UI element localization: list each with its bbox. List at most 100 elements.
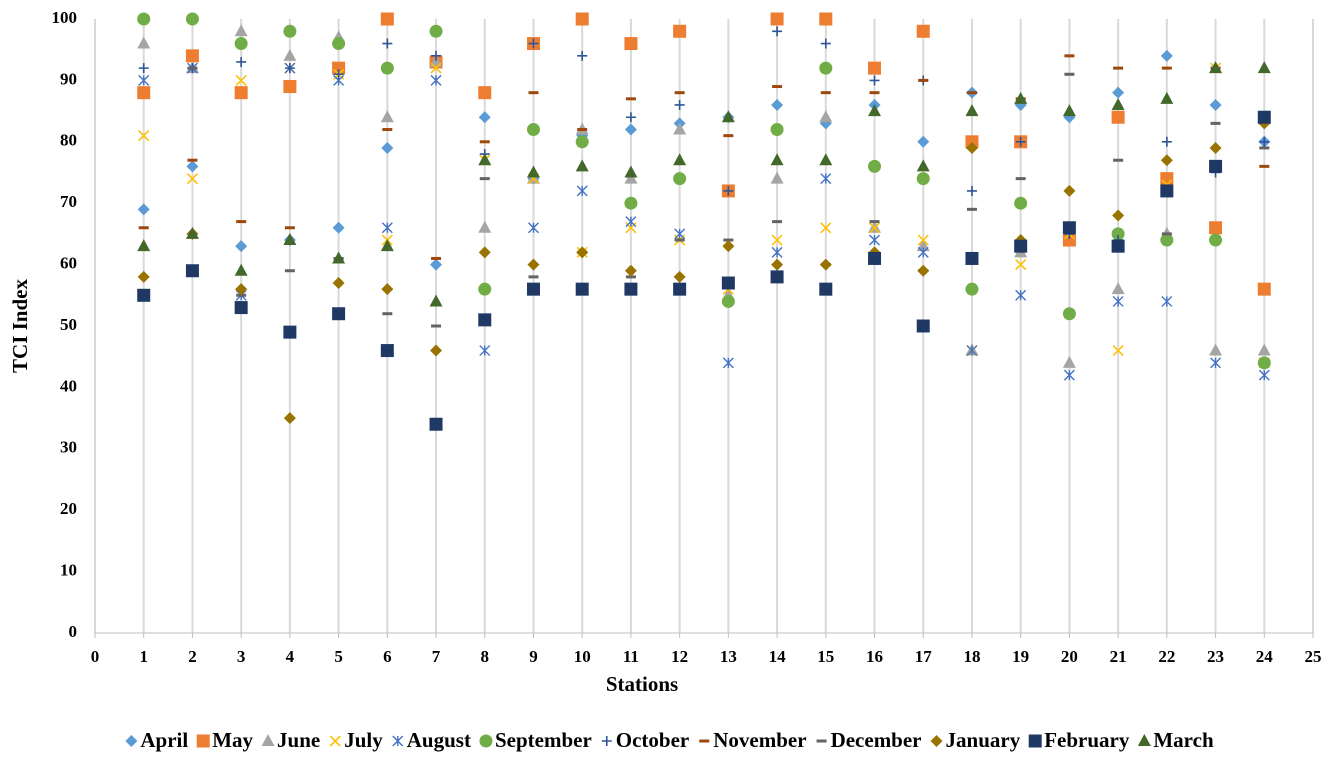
data-point	[1112, 209, 1125, 222]
data-point	[965, 135, 979, 149]
y-axis-label: TCI Index	[8, 279, 32, 373]
data-point	[965, 282, 979, 296]
data-point	[966, 91, 977, 95]
legend-item: February	[1028, 728, 1130, 752]
data-point	[283, 412, 296, 425]
data-point	[137, 12, 151, 26]
legend-item: March	[1137, 728, 1214, 752]
legend-label: October	[616, 728, 689, 752]
data-point	[673, 172, 687, 186]
data-point	[1161, 295, 1173, 307]
data-point	[332, 307, 346, 321]
data-point	[1259, 136, 1270, 147]
data-point	[431, 324, 442, 328]
x-tick-label: 10	[574, 647, 591, 666]
data-point	[819, 258, 832, 271]
legend-marker	[816, 739, 827, 743]
data-point	[1113, 66, 1124, 70]
data-point	[624, 123, 637, 136]
data-point	[478, 111, 491, 124]
data-point	[1209, 343, 1223, 356]
data-point	[918, 78, 929, 82]
legend-label: May	[212, 728, 253, 752]
data-point	[820, 38, 831, 49]
data-point	[1209, 233, 1223, 247]
data-point	[722, 357, 734, 369]
x-tick-label: 14	[769, 647, 787, 666]
data-point	[478, 153, 492, 166]
data-point	[186, 160, 199, 173]
data-point	[575, 12, 589, 26]
data-point	[332, 221, 345, 234]
data-point	[138, 63, 149, 74]
x-tick-label: 16	[866, 647, 883, 666]
data-point	[137, 203, 150, 216]
data-point	[1257, 282, 1271, 296]
data-point	[917, 234, 929, 246]
x-axis-label: Stations	[606, 672, 678, 696]
data-point	[917, 135, 930, 148]
data-point	[137, 36, 151, 49]
data-point	[283, 233, 297, 246]
legend-marker	[479, 734, 493, 748]
data-point	[283, 24, 297, 38]
data-point	[234, 263, 248, 276]
legend-item: September	[479, 728, 592, 752]
data-point	[526, 282, 540, 296]
data-point	[1259, 164, 1270, 168]
data-point	[966, 185, 977, 196]
data-point	[869, 75, 880, 86]
data-point	[1062, 355, 1076, 368]
data-point	[479, 177, 490, 181]
data-point	[772, 220, 783, 224]
data-point	[1111, 239, 1125, 253]
data-point	[1210, 121, 1221, 125]
data-point	[478, 313, 492, 327]
data-point	[1161, 136, 1172, 147]
data-point	[1209, 159, 1223, 173]
data-point	[1257, 110, 1271, 124]
x-tick-label: 6	[383, 647, 392, 666]
data-point	[1111, 282, 1125, 295]
legend-marker	[392, 735, 404, 747]
y-tick-label: 50	[60, 315, 77, 334]
data-point	[820, 222, 832, 234]
data-point	[479, 345, 491, 357]
data-point	[1111, 227, 1125, 241]
x-tick-label: 8	[481, 647, 490, 666]
data-point	[673, 153, 687, 166]
data-point	[820, 173, 832, 185]
x-tick-label: 20	[1061, 647, 1078, 666]
data-point	[674, 228, 686, 240]
legend-label: January	[946, 728, 1021, 752]
legend-item: April	[125, 728, 188, 752]
data-point	[965, 104, 979, 117]
data-point	[771, 246, 783, 258]
data-point	[236, 293, 247, 297]
data-point	[1063, 184, 1076, 197]
data-point	[1111, 97, 1125, 110]
data-point	[576, 246, 589, 259]
legend-label: December	[831, 728, 922, 752]
legend-item: June	[261, 728, 320, 752]
x-tick-label: 25	[1305, 647, 1322, 666]
data-point	[1257, 343, 1271, 356]
data-point	[234, 301, 248, 315]
data-point	[381, 283, 394, 296]
legend-marker	[1137, 734, 1151, 746]
data-point	[527, 222, 539, 234]
data-point	[673, 282, 687, 296]
data-point	[770, 123, 784, 137]
data-point	[478, 86, 492, 100]
data-point	[431, 50, 442, 61]
legend-marker	[261, 734, 275, 746]
data-point	[380, 12, 394, 26]
legend-label: April	[140, 728, 188, 752]
data-point	[380, 239, 394, 252]
data-point	[723, 134, 734, 138]
data-point	[381, 222, 393, 234]
legend: April May June July August September October No…	[125, 728, 1214, 752]
x-tick-label: 7	[432, 647, 441, 666]
data-point	[575, 159, 589, 172]
